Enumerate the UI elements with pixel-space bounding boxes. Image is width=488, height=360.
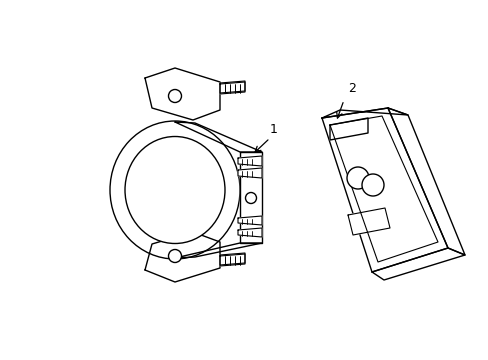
Polygon shape <box>238 168 262 178</box>
Ellipse shape <box>346 167 368 189</box>
Ellipse shape <box>125 136 224 243</box>
Polygon shape <box>347 208 389 235</box>
Polygon shape <box>145 68 220 120</box>
Polygon shape <box>238 228 262 237</box>
Ellipse shape <box>168 90 181 103</box>
Ellipse shape <box>110 121 240 259</box>
Polygon shape <box>220 81 244 93</box>
Ellipse shape <box>168 249 181 262</box>
Polygon shape <box>220 254 244 266</box>
Polygon shape <box>220 82 244 94</box>
Polygon shape <box>238 216 262 225</box>
Polygon shape <box>145 232 220 282</box>
Polygon shape <box>387 108 464 255</box>
Polygon shape <box>238 156 262 166</box>
Polygon shape <box>220 253 244 265</box>
Polygon shape <box>321 108 447 272</box>
Polygon shape <box>329 118 367 140</box>
Polygon shape <box>321 108 407 118</box>
Polygon shape <box>371 248 464 280</box>
Text: 2: 2 <box>347 81 355 94</box>
Ellipse shape <box>361 174 383 196</box>
Polygon shape <box>175 243 262 258</box>
Polygon shape <box>240 152 262 243</box>
Text: 1: 1 <box>269 123 277 136</box>
Ellipse shape <box>245 193 256 203</box>
Polygon shape <box>175 122 262 152</box>
